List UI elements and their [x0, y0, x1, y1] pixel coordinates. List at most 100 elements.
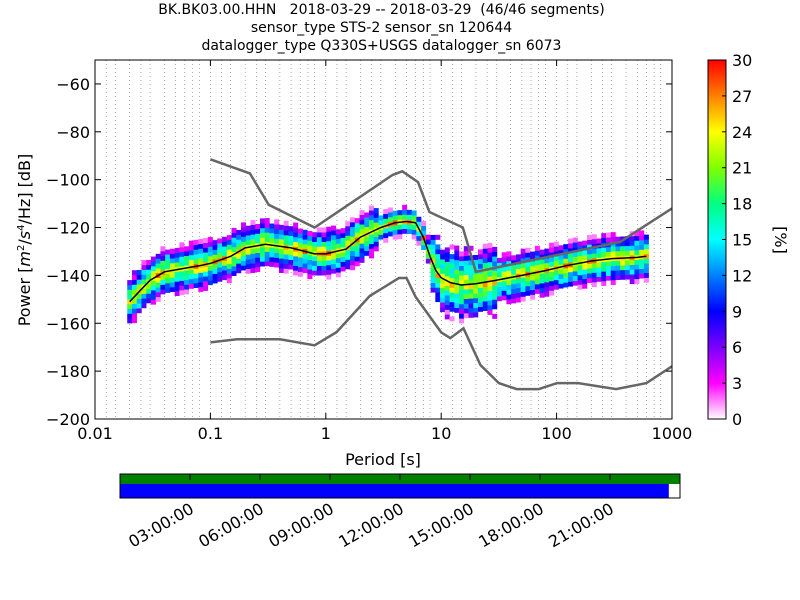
heatmap-cell	[430, 254, 436, 260]
heatmap-cell	[582, 264, 588, 270]
heatmap-cell	[340, 242, 346, 248]
heatmap-cell	[444, 285, 450, 291]
heatmap-cell	[212, 268, 218, 274]
heatmap-cell	[255, 252, 261, 258]
heatmap-cell	[283, 235, 289, 241]
heatmap-cell	[231, 270, 237, 276]
heatmap-cell	[601, 252, 607, 258]
heatmap-cell	[331, 268, 337, 274]
heatmap-cell	[463, 289, 469, 295]
heatmap-cell	[350, 250, 356, 256]
heatmap-cell	[259, 237, 265, 243]
heatmap-cell	[226, 235, 232, 241]
heatmap-cell	[596, 262, 602, 268]
heatmap-cell	[459, 275, 465, 281]
heatmap-cell	[473, 293, 479, 299]
heatmap-cell	[572, 256, 578, 262]
heatmap-cell	[482, 282, 488, 288]
heatmap-cell	[174, 291, 180, 297]
heatmap-cell	[340, 256, 346, 262]
heatmap-cell	[492, 261, 498, 267]
heatmap-cell	[624, 250, 630, 256]
heatmap-cell	[274, 219, 280, 225]
heatmap-cell	[340, 266, 346, 272]
heatmap-cell	[188, 240, 194, 246]
heatmap-cell	[511, 284, 517, 290]
heatmap-cell	[297, 252, 303, 258]
heatmap-cell	[198, 248, 204, 254]
heatmap-cell	[359, 248, 365, 254]
heatmap-cell	[364, 236, 370, 242]
heatmap-cell	[250, 253, 256, 259]
heatmap-cell	[530, 265, 536, 271]
heatmap-cell	[288, 250, 294, 256]
heatmap-cell	[435, 268, 441, 274]
heatmap-cell	[487, 309, 493, 315]
heatmap-cell	[416, 231, 422, 237]
heatmap-cell	[146, 274, 152, 280]
heatmap-cell	[577, 275, 583, 281]
heatmap-layer	[127, 204, 649, 324]
heatmap-cell	[492, 246, 498, 252]
heatmap-cell	[506, 294, 512, 300]
heatmap-cell	[596, 238, 602, 244]
heatmap-cell	[468, 245, 474, 251]
heatmap-cell	[454, 259, 460, 265]
heatmap-cell	[307, 240, 313, 246]
heatmap-cell	[454, 303, 460, 309]
heatmap-cell	[283, 230, 289, 236]
heatmap-cell	[477, 292, 483, 298]
heatmap-cell	[515, 278, 521, 284]
heatmap-cell	[245, 235, 251, 241]
heatmap-cell	[293, 236, 299, 242]
heatmap-cell	[231, 242, 237, 248]
heatmap-cell	[283, 249, 289, 255]
heatmap-cell	[568, 252, 574, 258]
heatmap-cell	[136, 279, 142, 285]
heatmap-cell	[245, 225, 251, 231]
heatmap-cell	[354, 218, 360, 224]
heatmap-cell	[188, 283, 194, 289]
heatmap-cell	[255, 233, 261, 239]
heatmap-cell	[269, 228, 275, 234]
heatmap-cell	[231, 232, 237, 238]
heatmap-cell	[511, 264, 517, 270]
heatmap-cell	[440, 273, 446, 279]
heatmap-cell	[477, 278, 483, 284]
heatmap-cell	[378, 234, 384, 240]
heatmap-cell	[463, 294, 469, 300]
heatmap-cell	[615, 260, 621, 266]
heatmap-cell	[373, 212, 379, 218]
heatmap-cell	[568, 276, 574, 282]
heatmap-cell	[421, 225, 427, 231]
heatmap-cell	[553, 241, 559, 247]
y-tick-label: −60	[56, 75, 90, 94]
heatmap-cell	[288, 235, 294, 241]
heatmap-cell	[155, 296, 161, 302]
heatmap-cell	[340, 252, 346, 258]
heatmap-cell	[212, 278, 218, 284]
heatmap-cell	[487, 281, 493, 287]
heatmap-cell	[179, 280, 185, 286]
heatmap-cell	[250, 267, 256, 273]
heatmap-cell	[207, 237, 213, 243]
heatmap-cell	[591, 234, 597, 240]
heatmap-cell	[259, 227, 265, 233]
heatmap-cell	[278, 267, 284, 273]
heatmap-cell	[454, 245, 460, 251]
heatmap-cell	[316, 256, 322, 262]
heatmap-cell	[624, 245, 630, 251]
heatmap-cell	[549, 257, 555, 263]
heatmap-cell	[188, 259, 194, 265]
heatmap-cell	[293, 256, 299, 262]
heatmap-cell	[440, 283, 446, 289]
heatmap-cell	[131, 313, 137, 319]
noise-model-layer	[209, 158, 672, 391]
heatmap-cell	[184, 289, 190, 295]
heatmap-cell	[563, 282, 569, 288]
heatmap-cell	[515, 259, 521, 265]
heatmap-cell	[473, 278, 479, 284]
heatmap-cell	[146, 269, 152, 275]
heatmap-cell	[477, 287, 483, 293]
heatmap-cell	[250, 258, 256, 264]
